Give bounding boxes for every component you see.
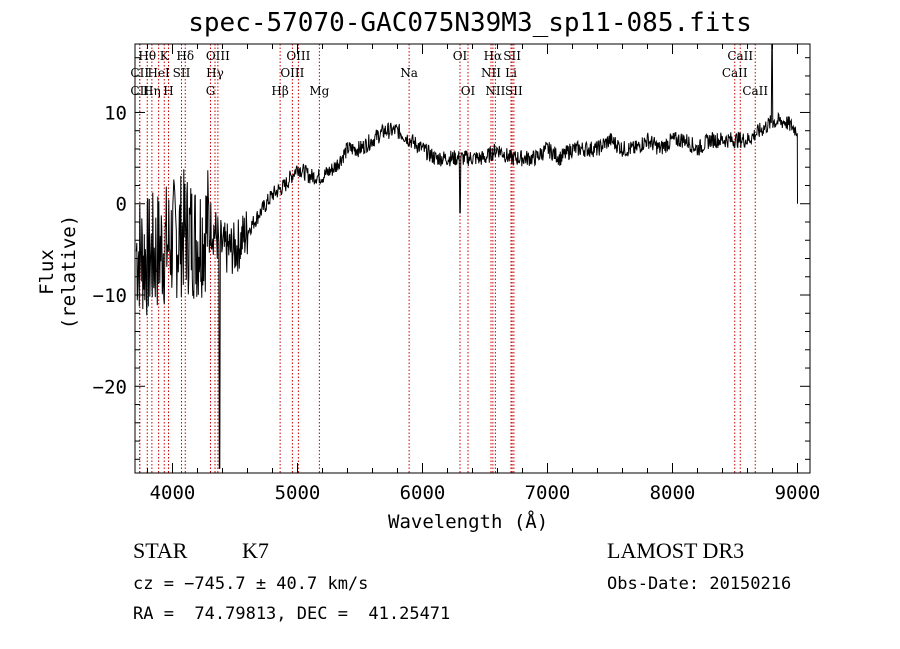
line-label: NII xyxy=(485,84,505,98)
line-label: NII xyxy=(481,66,501,80)
line-label: Hβ xyxy=(271,84,288,98)
line-label: CaII xyxy=(742,84,768,98)
sky-coordinates: RA = 74.79813, DEC = 41.25471 xyxy=(133,604,451,624)
line-label: Hδ xyxy=(176,49,194,63)
line-label: Hγ xyxy=(206,66,224,80)
y-axis-ticks: 10 0 −10 −20 xyxy=(93,57,810,460)
x-tick-label: 5000 xyxy=(275,482,321,504)
y-tick-label: −20 xyxy=(93,376,127,398)
line-label: OIII xyxy=(280,66,304,80)
line-label: OIII xyxy=(286,49,310,63)
line-label: SII xyxy=(503,49,521,63)
object-class: STAR xyxy=(133,538,188,563)
x-axis-label: Wavelength (Å) xyxy=(388,511,549,533)
line-label: K xyxy=(160,49,170,63)
line-label: Li xyxy=(505,66,517,80)
survey-name: LAMOST DR3 xyxy=(607,538,745,563)
x-tick-label: 4000 xyxy=(150,482,196,504)
object-subclass: K7 xyxy=(242,538,269,563)
y-tick-label: −10 xyxy=(93,285,127,307)
line-label: G xyxy=(206,84,216,98)
spectral-line-markers xyxy=(139,44,756,473)
observation-date: Obs-Date: 20150216 xyxy=(607,574,792,594)
line-label: CaII xyxy=(727,49,753,63)
line-label: OIII xyxy=(206,49,230,63)
line-label: CaII xyxy=(722,66,748,80)
x-tick-label: 7000 xyxy=(525,482,571,504)
x-tick-label: 9000 xyxy=(775,482,821,504)
y-tick-label: 10 xyxy=(104,102,127,124)
line-label: SII xyxy=(173,66,191,80)
chart-title: spec-57070-GAC075N39M3_sp11-085.fits xyxy=(188,8,752,38)
line-label: Mg xyxy=(309,84,329,98)
y-tick-label: 0 xyxy=(116,194,127,216)
line-label: SII xyxy=(505,84,523,98)
line-label: OI xyxy=(453,49,468,63)
line-label: HeI xyxy=(147,66,170,80)
x-tick-label: 8000 xyxy=(650,482,696,504)
line-label: H xyxy=(163,84,173,98)
flux-series-line xyxy=(135,43,798,469)
line-label: Hθ xyxy=(138,49,156,63)
redshift-velocity: cz = −745.7 ± 40.7 km/s xyxy=(133,574,369,594)
line-label: OI xyxy=(461,84,476,98)
line-label: Hη xyxy=(143,84,161,98)
x-axis-ticks: 4000 5000 6000 7000 8000 9000 xyxy=(147,44,821,504)
line-label: Hα xyxy=(484,49,503,63)
line-label: Na xyxy=(400,66,418,80)
x-tick-label: 6000 xyxy=(400,482,446,504)
y-axis-label: Flux (relative) xyxy=(36,214,80,330)
